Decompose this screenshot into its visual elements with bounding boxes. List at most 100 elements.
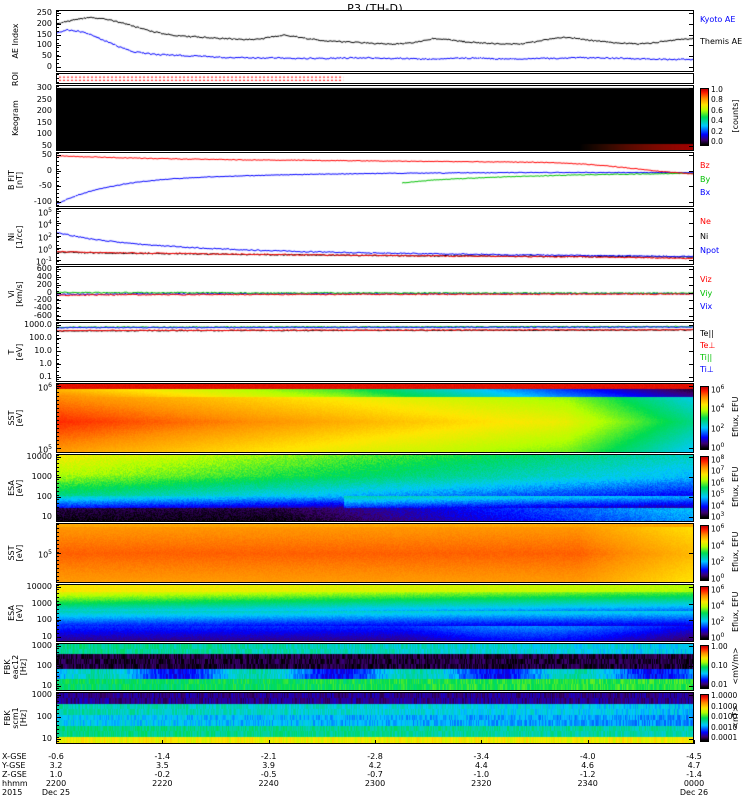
minor-tick [57, 169, 59, 170]
tickmark [689, 620, 694, 621]
minor-tick [57, 130, 59, 131]
minor-tick [57, 609, 59, 610]
minor-tick [57, 499, 59, 500]
tickmark [689, 67, 694, 68]
colorbar-gradient [701, 457, 708, 518]
minor-tick [57, 359, 59, 360]
ytick-ae-index-1: 200 [0, 20, 52, 28]
minor-tick [57, 487, 59, 488]
panel-keogram [56, 85, 694, 151]
ytick-vi-2: 200 [0, 281, 52, 289]
trace-label-Ti: Ti⊥ [700, 366, 714, 374]
colorbar-label-sst-2-0: 106 [711, 523, 724, 533]
colorbar-gradient [701, 89, 708, 145]
axis-tick-hhmm-5: 2340 [570, 779, 606, 788]
colorbar-label-esa-1-1: 107 [711, 465, 724, 475]
minor-tick [57, 185, 59, 186]
minor-tick [57, 475, 59, 476]
tickmark [689, 338, 694, 339]
minor-tick [57, 47, 59, 48]
tickmark [56, 325, 61, 326]
axis-tickmark [481, 740, 482, 744]
colorbar-gradient [701, 646, 708, 688]
axis-tick-z_gse-5: -1.2 [570, 770, 606, 779]
minor-tick [57, 177, 59, 178]
colorbar-fbk-scm1 [700, 694, 709, 742]
minor-tick [57, 544, 59, 545]
colorbar-unit-sst-2: Eflux, EFU [732, 532, 740, 572]
minor-tick [57, 684, 59, 685]
trace-label-Bx: Bx [700, 189, 710, 197]
axis-tick-hhmm-6: 0000 [676, 779, 712, 788]
axis-tick-x_gse-6: -4.5 [676, 752, 712, 761]
minor-tick [57, 668, 59, 669]
axis-tick-hhmm-2: 2240 [251, 779, 287, 788]
minor-tick [57, 408, 59, 409]
ytick-esa-1-0: 10000 [0, 453, 52, 461]
minor-tick [57, 15, 59, 16]
minor-tick [57, 275, 59, 276]
minor-tick [57, 532, 59, 533]
axis-tick-hhmm-4: 2320 [463, 779, 499, 788]
tickmark [56, 477, 61, 478]
minor-tick [57, 644, 59, 645]
ytick-esa-2-0: 10000 [0, 583, 52, 591]
minor-tick [57, 660, 59, 661]
minor-tick [57, 142, 59, 143]
minor-tick [57, 388, 59, 389]
minor-tick [57, 237, 59, 238]
tickmark [689, 285, 694, 286]
tickmark [689, 45, 694, 46]
minor-tick [57, 181, 59, 182]
ytick-esa-1-3: 10 [0, 513, 52, 521]
ytick-fbk-scm1-2: 10 [0, 735, 52, 743]
minor-tick [57, 400, 59, 401]
trace-label-Ti: Ti|| [700, 354, 712, 362]
minor-tick [57, 721, 59, 722]
colorbar-unit-esa-1: Eflux, EFU [732, 467, 740, 507]
minor-tick [57, 19, 59, 20]
axis-tickmark [269, 740, 270, 744]
plot-area-ae-index [57, 11, 693, 71]
axis-row-label-xgse: X-GSE [2, 752, 27, 761]
minor-tick [57, 323, 59, 324]
ytick-esa-2-1: 1000 [0, 600, 52, 608]
minor-tick [57, 249, 59, 250]
tickmark [689, 111, 694, 112]
trace-label-Bz: Bz [700, 162, 710, 170]
minor-tick [57, 299, 59, 300]
colorbar-gradient [701, 695, 708, 741]
tickmark [56, 587, 61, 588]
trace-label-ThemisAE: Themis AE [700, 38, 742, 46]
axis-tick-date-0: Dec 25 [38, 788, 74, 797]
colorbar-label-esa-1-3: 105 [711, 488, 724, 498]
tickmark [56, 277, 61, 278]
minor-tick [57, 495, 59, 496]
minor-tick [57, 201, 59, 202]
axis-tick-y_gse-4: 4.4 [463, 761, 499, 770]
minor-tick [57, 633, 59, 634]
colorbar-label-sst-1-3: 100 [711, 442, 724, 452]
minor-tick [57, 725, 59, 726]
tickmark [689, 300, 694, 301]
plot-area-esa-1 [57, 455, 693, 521]
tickmark [56, 316, 61, 317]
minor-tick [57, 23, 59, 24]
colorbar-esa-1 [700, 456, 709, 519]
minor-tick [57, 11, 59, 12]
tickmark [56, 269, 61, 270]
minor-tick [57, 193, 59, 194]
ytick-ae-index-5: 0 [0, 63, 52, 71]
panel-esa-1 [56, 454, 694, 522]
plot-area-fbk-scm1 [57, 693, 693, 743]
colorbar-fbk-eac12 [700, 645, 709, 689]
tickmark [689, 497, 694, 498]
minor-tick [57, 648, 59, 649]
tickmark [689, 211, 694, 212]
panel-fbk-scm1 [56, 692, 694, 744]
minor-tick [57, 688, 59, 689]
colorbar-label-keogram-0: 1.0 [711, 86, 723, 94]
axis-tick-x_gse-5: -4.0 [570, 752, 606, 761]
tickmark [689, 587, 694, 588]
ylabel-esa-1: ESA [eV] [8, 460, 24, 516]
